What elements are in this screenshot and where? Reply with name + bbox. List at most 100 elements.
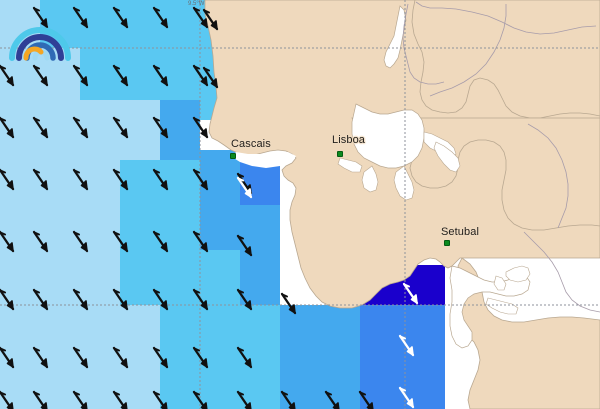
arrow-head [40,358,48,368]
wind-arrow [236,234,253,257]
arrow-barb [399,387,406,392]
wind-arrow [0,168,15,191]
wind-arrow [0,346,15,369]
wind-arrow [152,116,169,139]
arrow-head [244,188,252,198]
river-line-southeast [523,231,600,313]
arrow-barb [237,173,244,178]
arrow-barb [153,7,160,12]
arrow-head [80,242,88,252]
data-cell-level-3 [160,305,280,409]
estuary-lisbon-bay-white [351,103,425,169]
data-cell-level-3 [120,160,200,205]
arrow-head [120,128,128,138]
arrow-barb [153,117,160,122]
arrow-head [200,358,208,368]
arrow-head [80,180,88,190]
arrow-barb [403,283,410,288]
arrow-head [6,358,14,368]
arrow-head [288,402,296,409]
arrow-head [40,402,48,409]
wind-arrow [280,390,296,409]
wind-arrow [236,288,253,311]
arrow-barb [359,391,366,396]
wind-arrow [0,390,14,409]
wind-arrow [152,346,169,369]
arrow-head [410,294,418,304]
arrow-barb [237,347,244,352]
wind-arrow [280,292,297,315]
rainbow-arc-logo-icon[interactable] [8,8,72,64]
arrow-head [40,18,48,28]
arrow-head [80,128,88,138]
data-cell-level-1 [0,160,120,205]
river-line-northwest [402,3,445,85]
data-cell-level-3 [200,250,240,305]
arrow-barb [73,117,80,122]
arrow-barb [33,65,40,70]
arrow-barb [0,289,6,294]
wind-arrow [32,6,49,29]
arrow-barb [73,289,80,294]
arrow-barb [0,347,6,352]
wind-arrow-group-light [236,176,419,409]
data-cell-level-5 [360,305,400,345]
wind-arrow [72,168,89,191]
wind-arrow [112,390,128,409]
arrow-barb [325,391,332,396]
city-marker-dot-lisboa[interactable] [337,151,343,157]
arrow-barb [113,169,120,174]
arrow-barb [237,235,244,240]
arrow-barb [399,335,406,340]
wind-arrow [32,288,49,311]
data-cell-level-4 [200,205,280,250]
arrow-barb [33,289,40,294]
wind-arrow [0,288,15,311]
wind-arrow [192,390,208,409]
estuary-creek-east-d [337,157,363,173]
arrow-head [80,402,88,409]
wind-arrow [72,116,89,139]
wind-arrow [112,116,129,139]
wind-arrow [112,64,129,87]
arrow-head [210,20,218,30]
arrow-head [200,128,208,138]
arrow-head [200,18,208,28]
estuary-tagus-channel [383,5,407,69]
arrow-head [120,358,128,368]
city-marker-dot-cascais[interactable] [230,153,236,159]
data-cell-level-1 [0,205,120,250]
arrow-barb [237,177,244,182]
data-cell-level-4 [240,250,280,305]
arrow-head [40,300,48,310]
arrow-head [244,300,252,310]
arrow-head [210,78,218,88]
arrow-head [406,398,414,408]
arrow-head [406,346,414,356]
data-cell-level-5 [360,345,445,409]
wind-arrow [112,230,129,253]
wind-arrow [192,346,209,369]
wind-arrow [72,390,88,409]
arrow-barb [0,117,6,122]
wind-arrow [152,230,169,253]
arrow-barb [153,231,160,236]
estuary-creek-east-b [393,165,415,201]
arrow-head [200,402,208,409]
wind-arrow [236,346,253,369]
data-cell-level-3 [120,250,200,305]
city-marker-dot-setubal[interactable] [444,240,450,246]
arrow-barb [0,231,6,236]
arrow-head [6,76,14,86]
wind-arrow [358,390,374,409]
arrow-barb [73,231,80,236]
arrow-head [200,180,208,190]
wind-arrow [192,6,209,29]
arrow-barb [33,117,40,122]
wind-arrow-light [402,282,419,305]
arrow-head [244,402,252,409]
wind-arrow-light [398,386,415,409]
